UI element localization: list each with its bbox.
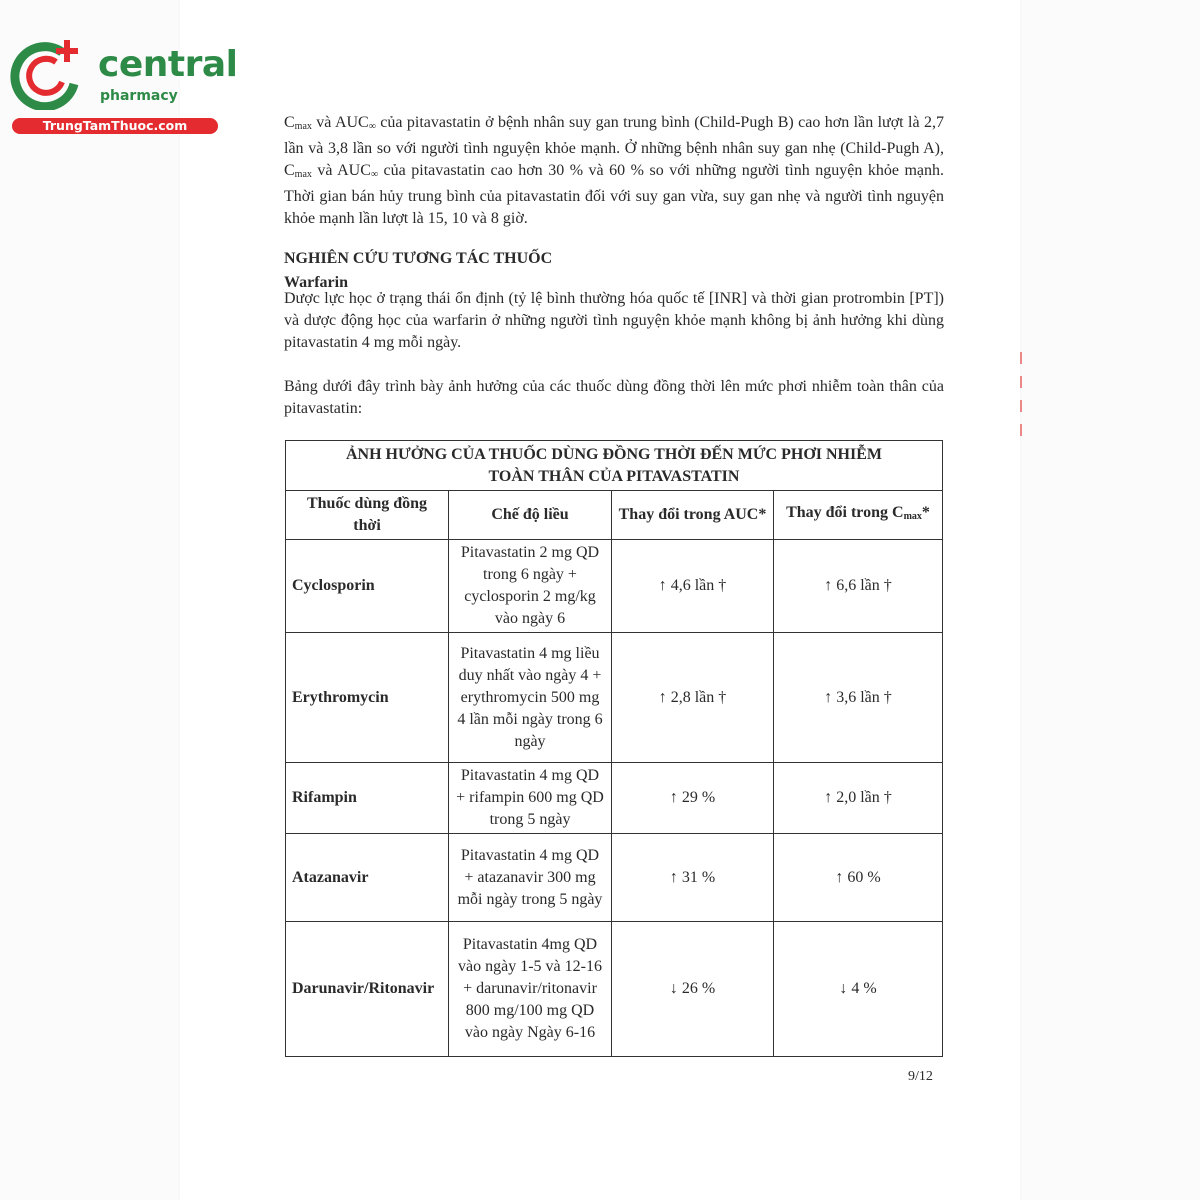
table-intro-paragraph: Bảng dưới đây trình bày ảnh hưởng của cá… (284, 378, 944, 417)
regimen-cell: Pitavastatin 4 mg liều duy nhất vào ngày… (448, 632, 612, 763)
paragraph-segment: và AUC (311, 114, 369, 131)
paragraph-segment: của pitavastatin ở bệnh nhân suy gan tru… (284, 114, 945, 179)
auc-change-cell: ↑ 2,8 lần † (611, 632, 774, 763)
central-pharmacy-logo: central pharmacy TrungTamThuoc.com (10, 38, 238, 138)
header-cmax: Thay đổi trong Cmax* (773, 490, 943, 540)
cmax-change-cell: ↑ 2,0 lần † (773, 762, 943, 834)
scan-edge-marks (1016, 340, 1026, 480)
table-row: Atazanavir Pitavastatin 4 mg QD + atazana… (285, 833, 943, 922)
auc-change-cell: ↓ 26 % (611, 921, 774, 1057)
table-title: ẢNH HƯỞNG CỦA THUỐC DÙNG ĐỒNG THỜI ĐẾN M… (285, 440, 943, 491)
logo-mark-icon (10, 40, 79, 110)
drug-cell: Erythromycin (285, 632, 449, 763)
drug-cell: Darunavir/Ritonavir (285, 921, 449, 1057)
regimen-cell: Pitavastatin 2 mg QD trong 6 ngày + cycl… (448, 539, 612, 633)
hepatic-paragraph: Cmax và AUC∞ của pitavastatin ở bệnh nhâ… (284, 112, 944, 230)
drug-cell: Atazanavir (285, 833, 449, 922)
table-row: Cyclosporin Pitavastatin 2 mg QD trong 6 … (285, 539, 943, 633)
paragraph-segment: ∞ (368, 121, 376, 132)
paragraph-segment: max (294, 169, 312, 180)
header-regimen: Chế độ liều (448, 490, 612, 540)
cmax-change-cell: ↓ 4 % (773, 921, 943, 1057)
table-row: Erythromycin Pitavastatin 4 mg liều duy n… (285, 632, 943, 763)
cmax-change-cell: ↑ 60 % (773, 833, 943, 922)
auc-change-cell: ↑ 4,6 lần † (611, 539, 774, 633)
drug-interaction-table: ẢNH HƯỞNG CỦA THUỐC DÙNG ĐỒNG THỜI ĐẾN M… (285, 440, 943, 1057)
paragraph-segment: ∞ (370, 169, 379, 180)
drug-cell: Cyclosporin (285, 539, 449, 633)
table-row: Rifampin Pitavastatin 4 mg QD + rifampin … (285, 762, 943, 834)
table-row: Darunavir/Ritonavir Pitavastatin 4mg QD v… (285, 921, 943, 1057)
drug-cell: Rifampin (285, 762, 449, 834)
auc-change-cell: ↑ 31 % (611, 833, 774, 922)
warfarin-paragraph: Dược lực học ở trạng thái ổn định (tỷ lệ… (284, 290, 944, 351)
header-drug: Thuốc dùng đồng thời (285, 490, 449, 540)
paragraph-segment: của pitavastatin cao hơn 30 % và 60 % so… (284, 162, 945, 227)
paragraph-segment: max (294, 121, 312, 132)
section-heading: NGHIÊN CỨU TƯƠNG TÁC THUỐC (284, 250, 553, 267)
auc-change-cell: ↑ 29 % (611, 762, 774, 834)
logo-subtitle: pharmacy (100, 88, 178, 104)
regimen-cell: Pitavastatin 4 mg QD + atazanavir 300 mg… (448, 833, 612, 922)
header-auc: Thay đổi trong AUC* (611, 490, 774, 540)
paragraph-segment: C (284, 114, 295, 131)
logo-brand: central (98, 44, 238, 85)
logo-website: TrungTamThuoc.com (12, 118, 218, 134)
warfarin-subheading: Warfarin (284, 274, 348, 291)
regimen-cell: Pitavastatin 4 mg QD + rifampin 600 mg Q… (448, 762, 612, 834)
regimen-cell: Pitavastatin 4mg QD vào ngày 1-5 và 12-1… (448, 921, 612, 1057)
paragraph-segment: và AUC (311, 162, 371, 179)
page-number: 9/12 (908, 1069, 933, 1084)
cmax-change-cell: ↑ 3,6 lần † (773, 632, 943, 763)
cmax-change-cell: ↑ 6,6 lần † (773, 539, 943, 633)
